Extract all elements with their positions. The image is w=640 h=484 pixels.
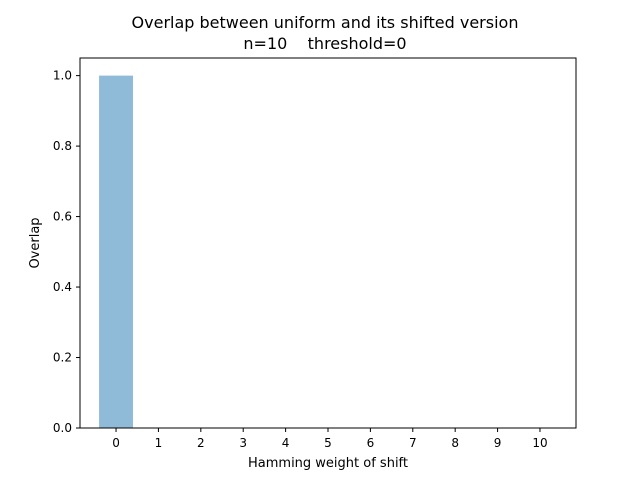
x-tick-label-4: 4 — [282, 436, 290, 450]
chart-subtitle: n=10 threshold=0 — [243, 34, 406, 53]
y-tick-label-0.6: 0.6 — [53, 210, 72, 224]
y-tick-label-0.2: 0.2 — [53, 351, 72, 365]
x-tick-label-7: 7 — [409, 436, 417, 450]
x-tick-label-8: 8 — [451, 436, 459, 450]
x-tick-label-2: 2 — [197, 436, 205, 450]
x-tick-label-3: 3 — [239, 436, 247, 450]
x-tick-label-1: 1 — [155, 436, 163, 450]
x-tick-label-5: 5 — [324, 436, 332, 450]
x-tick-label-9: 9 — [494, 436, 502, 450]
x-axis-label: Hamming weight of shift — [248, 456, 408, 471]
y-ticks-group: 0.0 0.2 0.4 0.6 0.8 1.0 — [53, 69, 80, 435]
y-axis-label: Overlap — [28, 217, 43, 268]
x-ticks-group: 0 1 2 3 4 5 6 7 8 9 10 — [112, 428, 548, 450]
y-tick-label-1.0: 1.0 — [53, 69, 72, 83]
chart-title: Overlap between uniform and its shifted … — [132, 13, 519, 32]
x-tick-label-10: 10 — [532, 436, 547, 450]
y-tick-label-0.4: 0.4 — [53, 280, 72, 294]
bars-group — [99, 75, 133, 428]
plot-frame — [79, 57, 577, 429]
x-tick-label-6: 6 — [367, 436, 375, 450]
bar-0 — [99, 75, 133, 428]
y-tick-label-0.8: 0.8 — [53, 139, 72, 153]
x-tick-label-0: 0 — [112, 436, 120, 450]
y-tick-label-0.0: 0.0 — [53, 421, 72, 435]
